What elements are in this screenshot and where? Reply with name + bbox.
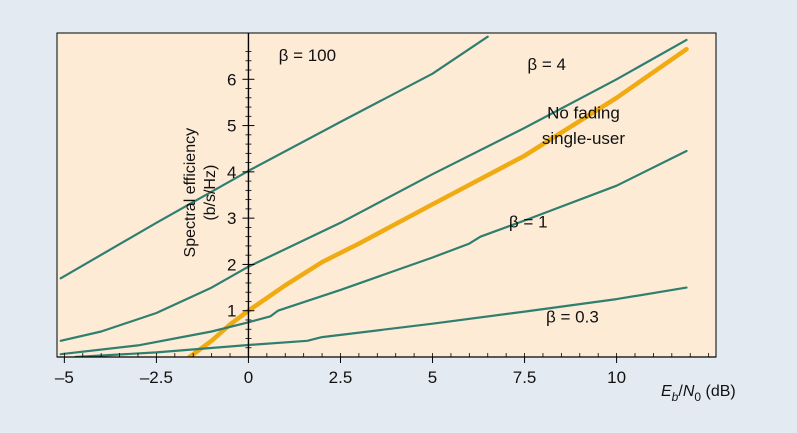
axes-layer: –5 –2.5 0 2.5 5 7.5 10 1 2 3 4 5 6 — [55, 33, 716, 387]
y-axis-title: Spectral efficiency — [182, 128, 199, 258]
curve-label: β = 0.3 — [546, 307, 599, 326]
x-tick-label: 2.5 — [329, 368, 353, 387]
x-axis-title: Eb/N0 (dB) — [661, 383, 736, 404]
series-line-4 — [74, 286, 688, 357]
x-tick-label: 0 — [244, 368, 253, 387]
axis-title-layer: Spectral efficiency (b/s/Hz) Eb/N0 (dB) — [182, 128, 736, 404]
y-tick-label: 4 — [227, 163, 236, 182]
y-tick-label: 1 — [227, 302, 236, 321]
y-axis-unit: (b/s/Hz) — [202, 165, 219, 221]
y-tick-label: 3 — [227, 209, 236, 228]
x-tick-label: –2.5 — [140, 368, 173, 387]
plot-area — [56, 32, 717, 358]
curve-label: β = 100 — [279, 46, 337, 65]
x-tick-label: 7.5 — [513, 368, 537, 387]
series-layer — [59, 35, 689, 357]
x-tick-label: –5 — [55, 368, 74, 387]
series-line-3 — [59, 149, 688, 356]
annotation-layer: β = 100 β = 4 No fading single-user β = 1 β =… — [279, 46, 626, 327]
curve-label: β = 4 — [527, 55, 566, 74]
curve-label: No fading — [547, 104, 620, 123]
x-tick-label: 5 — [428, 368, 437, 387]
curve-label: β = 1 — [509, 212, 548, 231]
y-tick-label: 2 — [227, 255, 236, 274]
series-line-2 — [187, 46, 689, 357]
x-tick-label: 10 — [607, 368, 626, 387]
series-line-0 — [59, 35, 489, 280]
curve-label: single-user — [542, 129, 625, 148]
y-tick-label: 6 — [227, 70, 236, 89]
series-line-1 — [59, 38, 688, 342]
y-tick-label: 5 — [227, 117, 236, 136]
